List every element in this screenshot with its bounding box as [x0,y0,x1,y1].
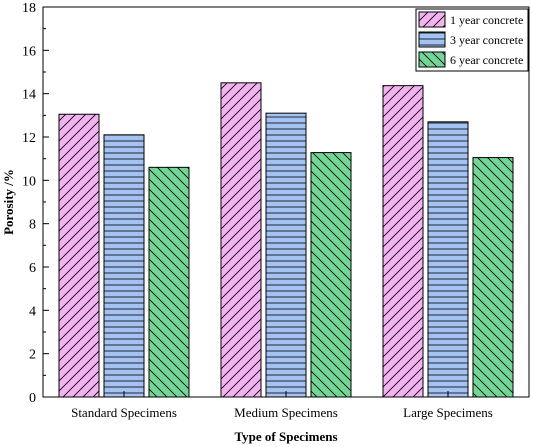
x-category-label-1: Medium Specimens [234,405,338,420]
legend-swatch-hatch-2 [418,51,446,68]
y-axis: 0 2 4 6 8 10 12 14 16 18 [22,1,49,406]
x-axis-title: Type of Specimens [234,429,337,444]
legend-label-2: 6 year concrete [450,53,523,67]
y-tick-label-6: 6 [29,261,36,276]
bars-group [58,82,514,398]
x-category-label-0: Standard Specimens [71,405,177,420]
legend-swatch-hatch-0 [418,11,446,28]
bar-hatch-1-year-concrete-0 [58,113,100,398]
y-tick-label-0: 0 [29,391,36,406]
y-tick-label-12: 12 [22,131,36,146]
y-tick-label-2: 2 [29,348,36,363]
bar-hatch-6-year-concrete-2 [472,157,514,398]
bar-hatch-3-year-concrete-1 [265,112,307,398]
bar-hatch-6-year-concrete-1 [310,152,352,398]
y-tick-label-8: 8 [29,218,36,233]
y-tick-label-10: 10 [22,174,36,189]
y-tick-label-18: 18 [22,1,36,16]
bar-hatch-1-year-concrete-2 [382,85,424,398]
y-tick-label-14: 14 [22,88,36,103]
y-axis-title: Porosity /% [1,169,16,235]
x-axis: Standard Specimens Medium Specimens Large … [71,391,493,420]
legend-label-1: 3 year concrete [450,33,523,47]
bar-hatch-3-year-concrete-0 [103,134,145,398]
bar-hatch-1-year-concrete-1 [220,82,262,398]
bar-hatch-3-year-concrete-2 [427,121,469,398]
y-tick-label-16: 16 [22,44,36,59]
legend: 1 year concrete 3 year concrete 6 year con… [415,8,529,72]
bar-hatch-6-year-concrete-0 [148,166,190,398]
legend-label-0: 1 year concrete [450,13,523,27]
legend-swatch-hatch-1 [418,31,446,48]
x-category-label-2: Large Specimens [403,405,493,420]
y-tick-label-4: 4 [29,304,36,319]
